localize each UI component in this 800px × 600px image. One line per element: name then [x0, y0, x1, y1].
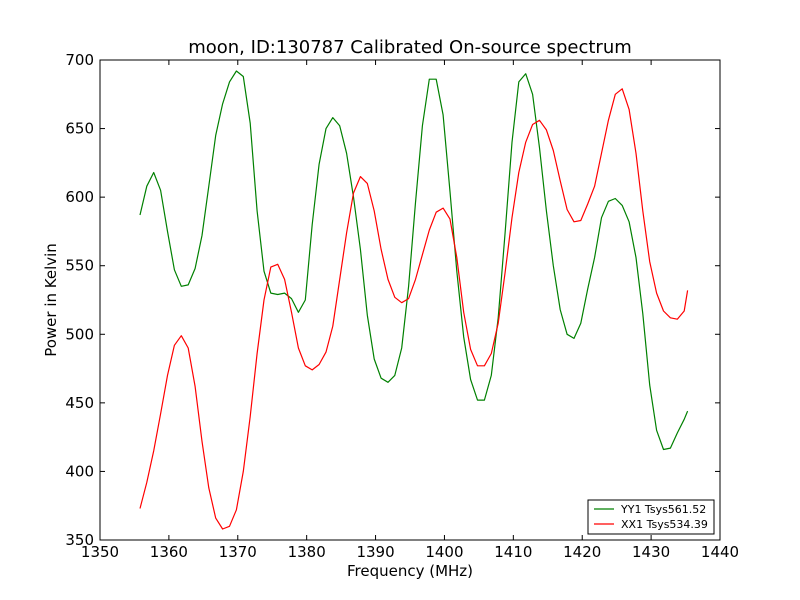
x-tick-label: 1390: [356, 543, 394, 561]
y-tick-label: 350: [65, 531, 94, 549]
x-tick-label: 1370: [219, 543, 257, 561]
series-line-xx1: [139, 88, 689, 530]
y-axis-label: Power in Kelvin: [42, 243, 60, 357]
x-tick-label: 1410: [494, 543, 532, 561]
x-axis: 1350 1360 1370 1380 1390 1400 1410 1420 1430 1440: [81, 60, 739, 561]
y-tick-label: 450: [65, 394, 94, 412]
x-tick-label: 1430: [632, 543, 670, 561]
x-tick-label: 1380: [288, 543, 326, 561]
x-tick-label: 1440: [701, 543, 739, 561]
y-axis: 350 400 450 500 550 600 650 700: [65, 51, 720, 549]
y-tick-label: 700: [65, 51, 94, 69]
y-tick-label: 500: [65, 325, 94, 343]
legend-box: [587, 499, 715, 535]
legend-label-yy1: YY1 Tsys561.52: [620, 503, 706, 516]
y-tick-label: 650: [65, 120, 94, 138]
x-tick-label: 1400: [425, 543, 463, 561]
y-tick-label: 550: [65, 257, 94, 275]
legend-label-xx1: XX1 Tsys534.39: [621, 518, 708, 531]
x-tick-label: 1360: [150, 543, 188, 561]
x-tick-label: 1420: [563, 543, 601, 561]
plot-frame: [99, 59, 721, 541]
x-tick-label: 1350: [81, 543, 119, 561]
legend: YY1 Tsys561.52 XX1 Tsys534.39: [587, 499, 715, 535]
series-line-yy1: [139, 70, 689, 451]
x-axis-label: Frequency (MHz): [347, 562, 473, 580]
plot-area: [139, 70, 689, 530]
y-tick-label: 600: [65, 188, 94, 206]
y-tick-label: 400: [65, 462, 94, 480]
chart-title: moon, ID:130787 Calibrated On-source spe…: [188, 37, 632, 58]
